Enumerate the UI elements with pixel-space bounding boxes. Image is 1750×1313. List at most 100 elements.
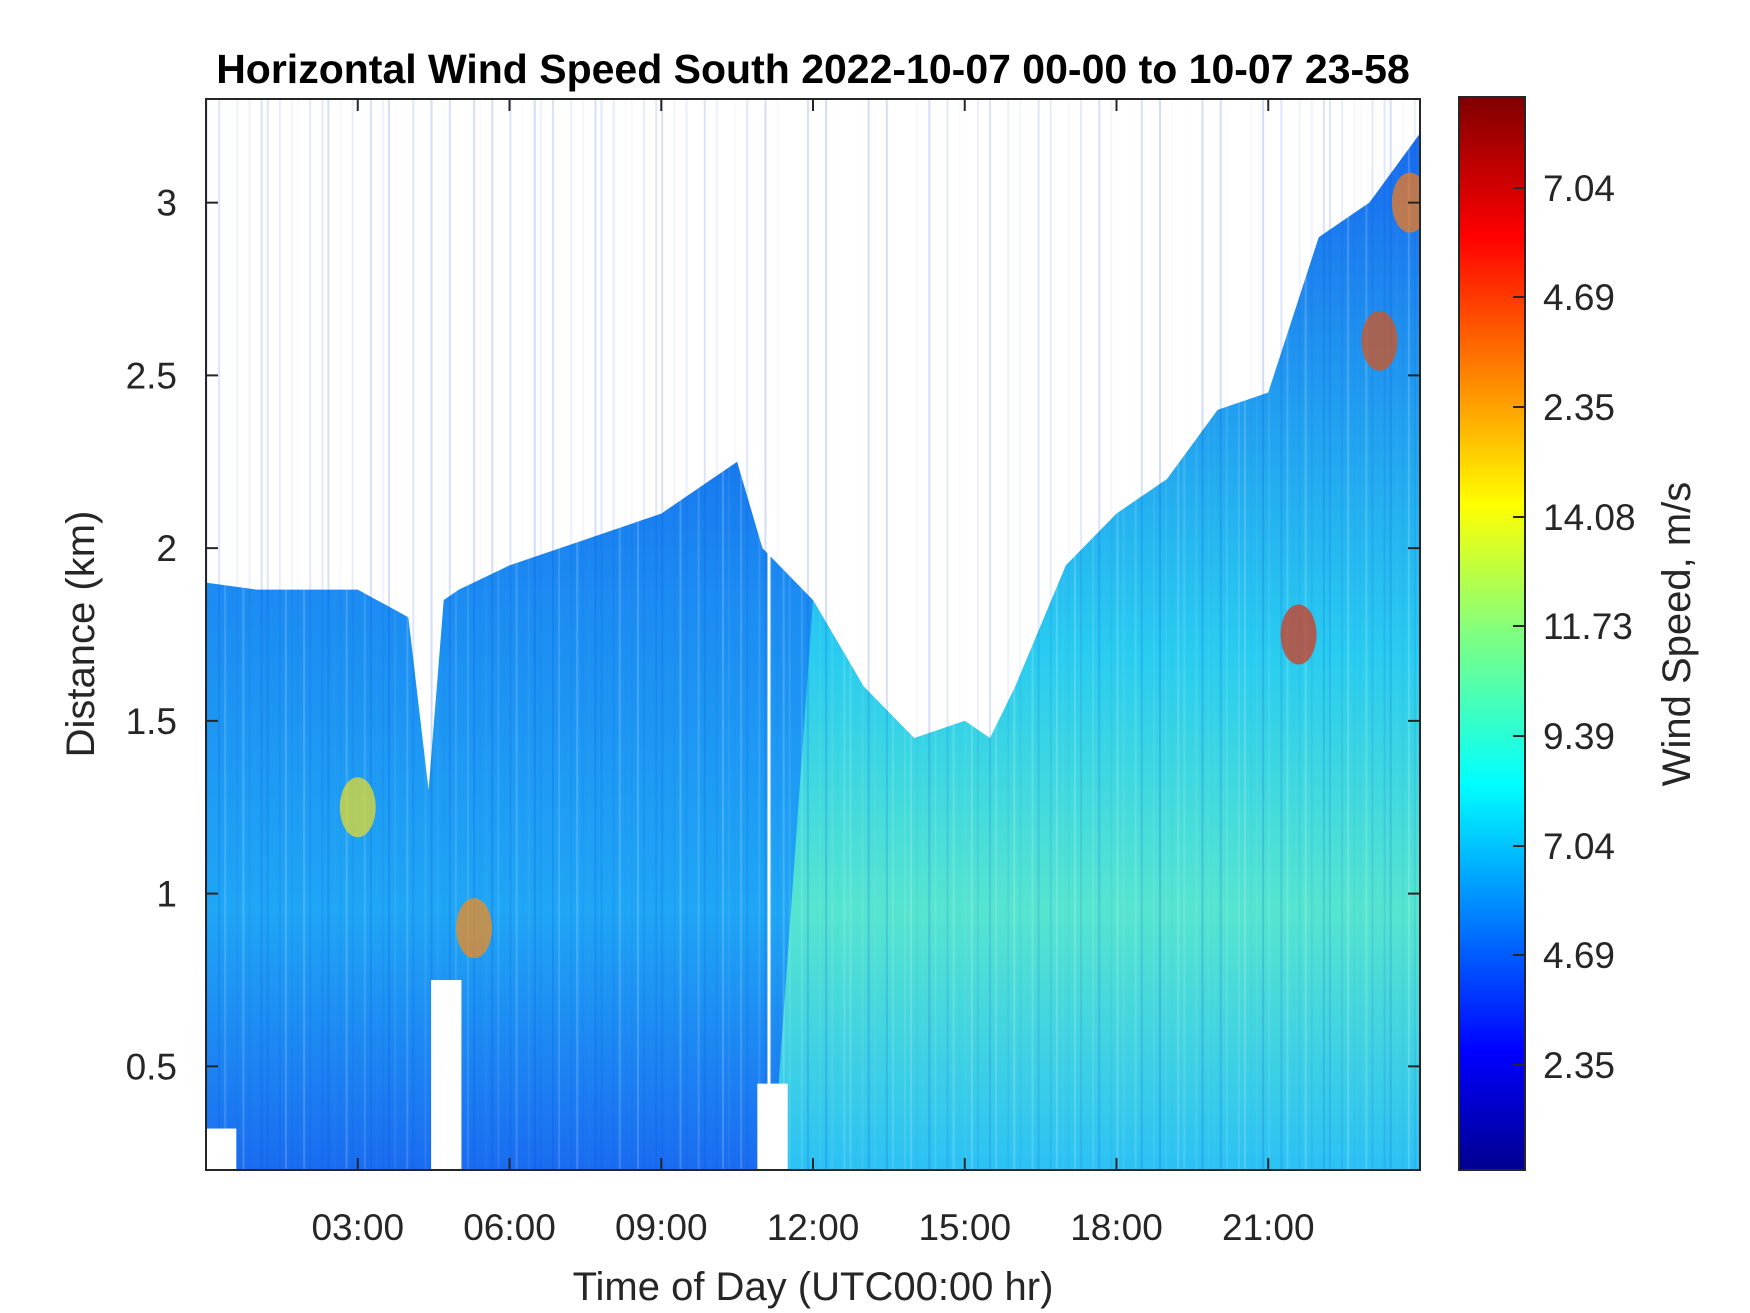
field-streak	[1116, 99, 1119, 1170]
field-streak	[934, 99, 937, 1170]
field-streak	[321, 99, 324, 1170]
field-streak	[1335, 99, 1337, 1170]
field-streak	[339, 99, 342, 1170]
field-streak	[1061, 99, 1064, 1170]
x-tick-label: 15:00	[918, 1207, 1011, 1248]
field-streak	[777, 99, 779, 1170]
x-tick-label: 18:00	[1070, 1207, 1163, 1248]
field-streak	[1189, 99, 1191, 1170]
field-streak	[242, 99, 245, 1170]
y-tick-label: 1.5	[126, 701, 177, 742]
colorbar-tick-label: 9.39	[1543, 716, 1615, 757]
y-tick-label: 0.5	[126, 1046, 177, 1087]
field-streak	[1049, 99, 1052, 1170]
field-streak	[497, 99, 500, 1170]
x-axis-ticks: 03:00 06:00 09:00 12:00 15:00 18:00 21:00	[311, 99, 1315, 1248]
field-streak	[230, 99, 232, 1170]
field-streak	[1074, 99, 1077, 1170]
field-streak	[1262, 99, 1265, 1170]
field-streak	[1104, 99, 1106, 1170]
field-streak	[436, 99, 439, 1170]
field-streak	[412, 99, 415, 1170]
field-streak	[837, 99, 839, 1170]
field-streak	[539, 99, 542, 1170]
field-streak	[1383, 99, 1386, 1170]
field-streak	[1171, 99, 1173, 1170]
field-streak	[1152, 99, 1155, 1170]
field-streak	[1031, 99, 1034, 1170]
field-streak	[904, 99, 907, 1170]
field-streak	[1044, 99, 1046, 1170]
y-tick-label: 1	[156, 874, 177, 915]
field-streak	[570, 99, 573, 1170]
field-streak	[1201, 99, 1204, 1170]
field-streak	[1158, 99, 1161, 1170]
field-streak	[989, 99, 992, 1170]
field-streak	[752, 99, 754, 1170]
field-streak	[952, 99, 955, 1170]
field-streak	[1407, 99, 1410, 1170]
field-streak	[290, 99, 293, 1170]
field-streak	[1396, 99, 1398, 1170]
field-streak	[1195, 99, 1198, 1170]
field-streak	[406, 99, 409, 1170]
y-tick-label: 2	[156, 528, 177, 569]
field-streak	[400, 99, 402, 1170]
field-streak	[448, 99, 451, 1170]
field-streak	[873, 99, 876, 1170]
field-streak	[224, 99, 227, 1170]
field-gap	[431, 979, 462, 1170]
field-streak	[394, 99, 397, 1170]
field-streak	[576, 99, 579, 1170]
field-streak	[1098, 99, 1101, 1170]
field-streak	[861, 99, 864, 1170]
field-gap	[206, 1128, 237, 1170]
field-streak	[418, 99, 420, 1170]
field-streak	[692, 99, 694, 1170]
field-streak	[885, 99, 888, 1170]
field-streak	[946, 99, 949, 1170]
colorbar-label: Wind Speed, m/s	[1655, 482, 1699, 787]
field-streak	[825, 99, 828, 1170]
high-speed-patch	[339, 777, 376, 838]
field-streak	[612, 99, 615, 1170]
field-streak	[1225, 99, 1228, 1170]
field-streak	[303, 99, 306, 1170]
field-streak	[819, 99, 822, 1170]
field-streak	[721, 99, 724, 1170]
colorbar	[1458, 96, 1526, 1171]
y-axis-label: Distance (km)	[59, 511, 103, 758]
field-streak	[855, 99, 857, 1170]
field-streak	[600, 99, 603, 1170]
field-streak	[625, 99, 627, 1170]
field-streak	[1359, 99, 1361, 1170]
field-streak	[983, 99, 985, 1170]
field-streak	[1243, 99, 1246, 1170]
field-streak	[764, 99, 767, 1170]
colorbar-tick-label: 11.73	[1543, 606, 1633, 647]
colorbar-tick-label: 4.69	[1543, 277, 1615, 318]
field-streak	[880, 99, 882, 1170]
field-streak	[1328, 99, 1331, 1170]
field-streak	[916, 99, 918, 1170]
field-streak	[266, 99, 269, 1170]
field-streak	[1007, 99, 1010, 1170]
field-streak	[898, 99, 900, 1170]
field-streak	[891, 99, 894, 1170]
high-speed-patch	[1361, 310, 1398, 371]
field-streak	[1237, 99, 1240, 1170]
chart-title: Horizontal Wind Speed South 2022-10-07 0…	[216, 46, 1410, 92]
field-streak	[515, 99, 518, 1170]
x-axis-label: Time of Day (UTC00:00 hr)	[573, 1265, 1054, 1309]
field-streak	[758, 99, 761, 1170]
field-streak	[582, 99, 585, 1170]
field-streak	[551, 99, 554, 1170]
field-streak	[649, 99, 651, 1170]
field-streak	[1140, 99, 1143, 1170]
field-streak	[345, 99, 348, 1170]
field-streak	[212, 99, 214, 1170]
field-streak	[1347, 99, 1350, 1170]
field-streak	[1092, 99, 1095, 1170]
field-streak	[1001, 99, 1003, 1170]
colorbar-tick-label: 2.35	[1543, 387, 1615, 428]
